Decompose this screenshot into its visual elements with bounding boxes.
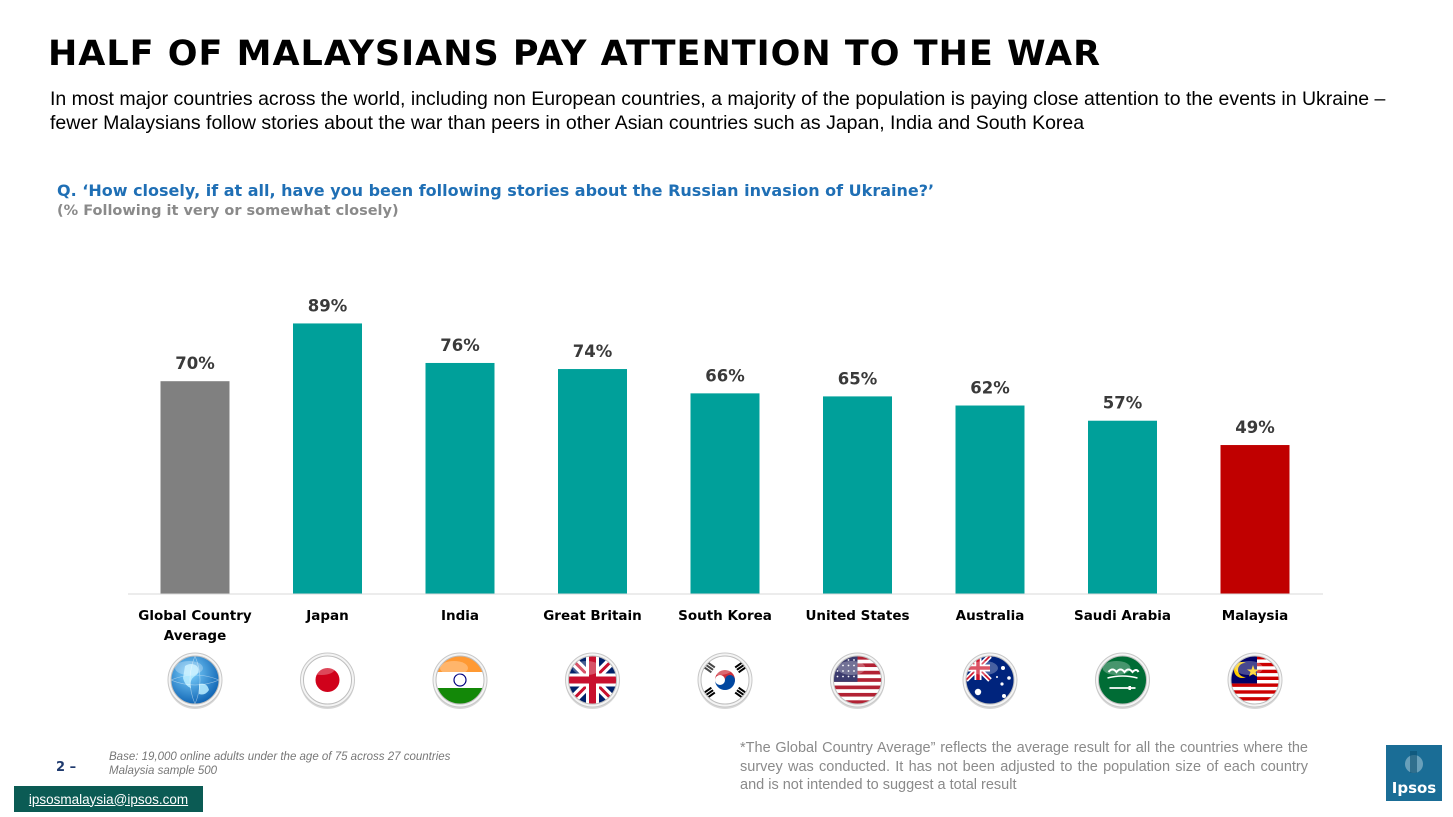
value-label-united-states: 65% [838, 369, 878, 388]
category-label-united-states: United States [805, 608, 909, 624]
value-label-south-korea: 66% [705, 366, 745, 385]
bar-south-korea [690, 393, 760, 594]
value-label-japan: 89% [308, 296, 348, 315]
bar-united-states [823, 396, 892, 594]
australia-flag-icon [962, 652, 1018, 709]
japan-flag-icon [300, 652, 355, 709]
bar-australia [955, 405, 1025, 594]
value-label-global-country-average: 70% [175, 354, 215, 373]
category-label-australia: Australia [956, 608, 1025, 624]
bar-india [425, 362, 495, 594]
base-note-line-2: Malaysia sample 500 [109, 765, 218, 777]
ipsos-logo-mark-icon [1405, 751, 1423, 773]
footnote: *The Global Country Average” reflects th… [740, 740, 1308, 793]
south-korea-flag-icon [697, 652, 753, 709]
category-label-india: India [441, 608, 479, 624]
survey-question: Q. ‘How closely, if at all, have you bee… [57, 181, 935, 200]
ipsos-logo-text: Ipsos [1391, 779, 1437, 797]
base-note-line-1: Base: 19,000 online adults under the age… [109, 751, 451, 763]
india-flag-icon [432, 652, 488, 709]
category-label-saudi-arabia: Saudi Arabia [1074, 608, 1171, 624]
value-label-india: 76% [440, 336, 480, 355]
great-britain-flag-icon [565, 652, 620, 709]
value-label-australia: 62% [970, 379, 1010, 398]
question-note: (% Following it very or somewhat closely… [57, 203, 399, 219]
bar-great-britain [558, 369, 627, 594]
ipsos-logo: Ipsos [1386, 745, 1442, 801]
category-label-malaysia: Malaysia [1222, 608, 1288, 624]
email-link[interactable]: ipsosmalaysia@ipsos.com [14, 786, 203, 812]
bar-japan [293, 323, 362, 594]
value-label-malaysia: 49% [1235, 418, 1275, 437]
bar-saudi-arabia [1088, 420, 1157, 594]
bar-malaysia [1220, 445, 1290, 594]
category-label-global-country-average: Global Country Average [138, 608, 252, 644]
value-label-great-britain: 74% [573, 342, 613, 361]
category-label-south-korea: South Korea [678, 608, 772, 624]
page-subtitle: In most major countries across the world… [50, 88, 1386, 134]
bar-global-country-average [160, 381, 230, 594]
page-title: HALF OF MALAYSIANS PAY ATTENTION TO THE … [48, 34, 1102, 74]
globe-icon [167, 652, 223, 709]
saudi-arabia-flag-icon [1095, 652, 1150, 709]
category-label-japan: Japan [305, 608, 349, 624]
united-states-flag-icon [830, 652, 885, 709]
category-label-great-britain: Great Britain [543, 608, 642, 624]
page-number: 2 – [56, 760, 77, 775]
value-label-saudi-arabia: 57% [1103, 394, 1143, 413]
malaysia-flag-icon [1227, 652, 1283, 709]
base-note: Base: 19,000 online adults under the age… [109, 750, 450, 778]
